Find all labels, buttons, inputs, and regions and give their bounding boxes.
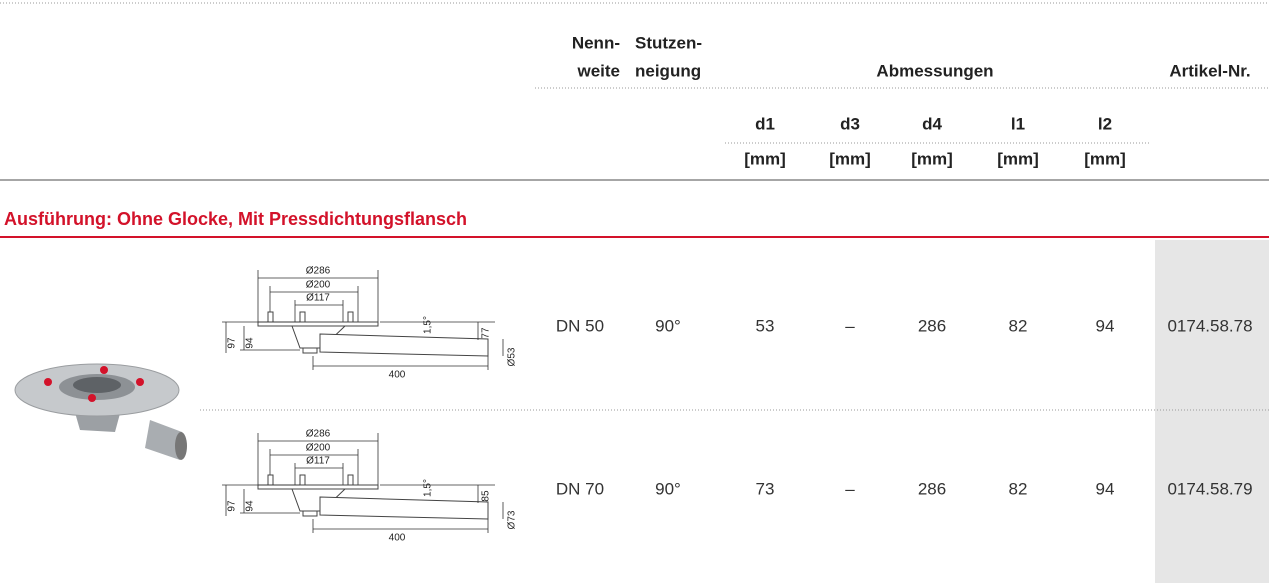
bolt [267, 474, 274, 486]
bolt [347, 474, 354, 486]
bolt [299, 474, 306, 486]
dim-label: 1,5° [423, 479, 434, 497]
header-nennweite: weite [576, 61, 620, 80]
table-cell: 82 [1009, 479, 1028, 498]
article-column-bg [1155, 240, 1269, 583]
flange [257, 484, 379, 490]
table-cell: 82 [1009, 316, 1028, 335]
outlet [302, 347, 318, 354]
unit-header: [mm] [997, 149, 1039, 168]
dim-label: Ø286 [306, 266, 331, 277]
product-image [14, 363, 187, 460]
section-title: Ausführung: Ohne Glocke, Mit Pressdichtu… [4, 209, 467, 229]
bolt [267, 311, 274, 323]
dim-label: Ø117 [306, 293, 330, 304]
dim-header: d1 [755, 114, 775, 133]
dim-label: 1,5° [423, 316, 434, 334]
header-stutzenneigung: neigung [635, 61, 701, 80]
technical-drawing: Ø286 Ø200 Ø117 97 94 400 1,5° 85 Ø73 [222, 429, 518, 544]
dim-label: Ø286 [306, 429, 331, 440]
table-cell: 94 [1096, 316, 1115, 335]
dim-header: d3 [840, 114, 860, 133]
outlet [302, 510, 318, 517]
table-cell: 94 [1096, 479, 1115, 498]
table-cell: 73 [756, 479, 775, 498]
bolt [299, 311, 306, 323]
table-cell: 53 [756, 316, 775, 335]
dim-label: 94 [245, 337, 256, 349]
technical-drawing: Ø286 Ø200 Ø117 97 94 400 1,5° 77 Ø53 [222, 266, 518, 381]
unit-header: [mm] [1084, 149, 1126, 168]
header-nennweite: Nenn- [572, 33, 620, 52]
table-cell: 90° [655, 316, 681, 335]
bolt [347, 311, 354, 323]
dim-header: l2 [1098, 114, 1112, 133]
dim-label: 97 [227, 500, 238, 512]
table-cell: 286 [918, 479, 946, 498]
dim-label: Ø200 [306, 443, 331, 454]
dim-label: Ø53 [507, 347, 518, 366]
dim-label: Ø200 [306, 280, 331, 291]
header-stutzenneigung: Stutzen- [635, 33, 702, 52]
table-cell: 90° [655, 479, 681, 498]
dim-header: l1 [1011, 114, 1025, 133]
table-cell: 0174.58.79 [1167, 479, 1252, 498]
dim-label: Ø117 [306, 456, 330, 467]
unit-header: [mm] [744, 149, 786, 168]
dim-header: d4 [922, 114, 942, 133]
table-cell: 0174.58.78 [1167, 316, 1252, 335]
unit-header: [mm] [829, 149, 871, 168]
dim-label: 400 [389, 370, 406, 381]
header-abmessungen: Abmessungen [876, 61, 993, 80]
dim-label: 77 [481, 327, 492, 339]
dim-label: 97 [227, 337, 238, 349]
dim-label: 400 [389, 533, 406, 544]
header-artikel: Artikel-Nr. [1169, 61, 1250, 80]
table-cell: DN 50 [556, 316, 604, 335]
table-cell: DN 70 [556, 479, 604, 498]
dim-label: Ø73 [507, 510, 518, 529]
table-cell: 286 [918, 316, 946, 335]
dim-label: 94 [245, 500, 256, 512]
pipe [319, 333, 489, 357]
unit-header: [mm] [911, 149, 953, 168]
dim-label: 85 [481, 490, 492, 502]
pipe [319, 496, 489, 520]
table-cell: – [845, 316, 855, 335]
table-cell: – [845, 479, 855, 498]
flange [257, 321, 379, 327]
